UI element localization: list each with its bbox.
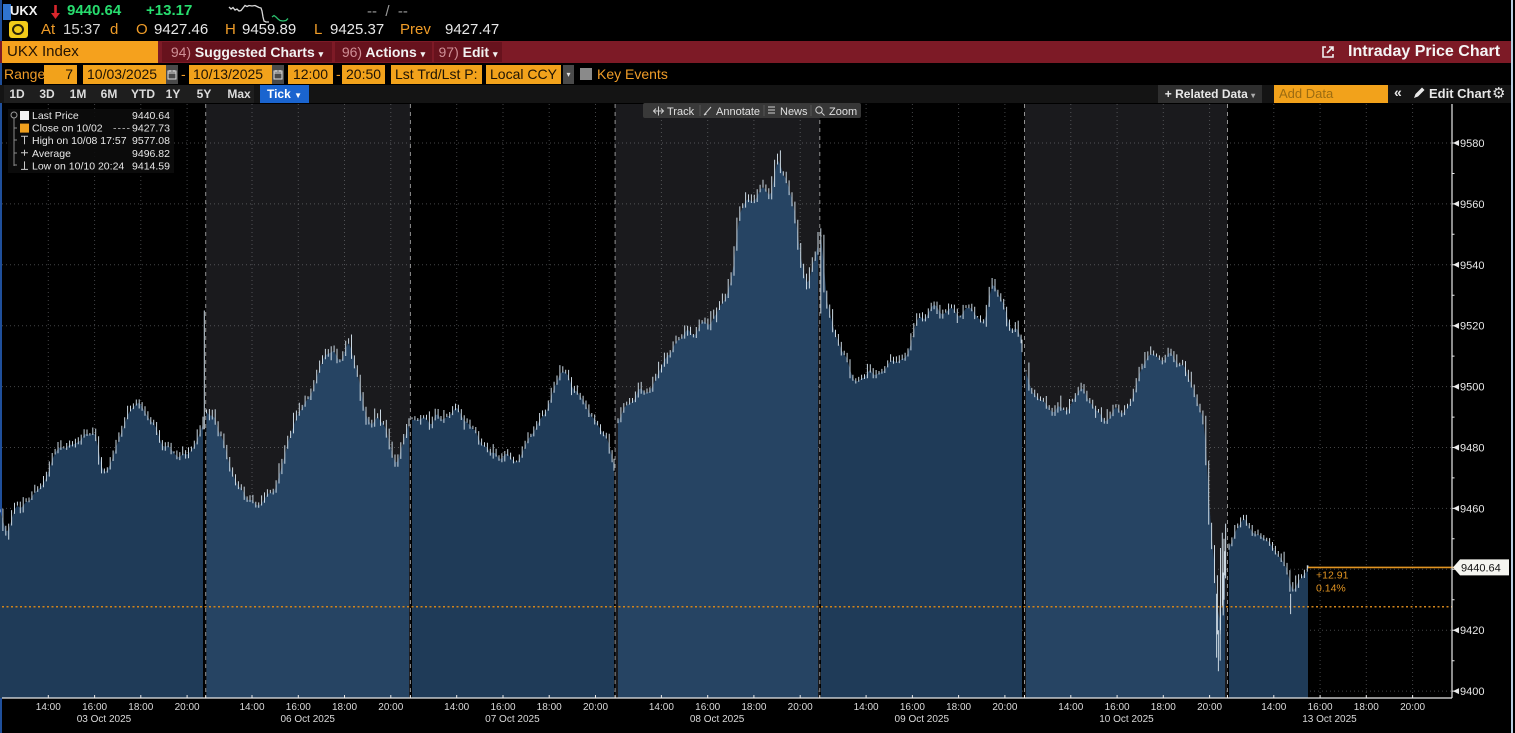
svg-text:20:00: 20:00 xyxy=(1400,702,1425,713)
svg-text:Annotate: Annotate xyxy=(716,106,760,118)
svg-text:09 Oct 2025: 09 Oct 2025 xyxy=(895,714,950,725)
svg-text:10 Oct 2025: 10 Oct 2025 xyxy=(1099,714,1154,725)
svg-text:9440.64: 9440.64 xyxy=(132,110,170,122)
svg-text:9420: 9420 xyxy=(1460,625,1484,637)
svg-text:03 Oct 2025: 03 Oct 2025 xyxy=(77,714,132,725)
svg-text:16:00: 16:00 xyxy=(1105,702,1130,713)
svg-text:14:00: 14:00 xyxy=(1058,702,1083,713)
svg-text:0.14%: 0.14% xyxy=(1316,582,1346,594)
svg-text:14:00: 14:00 xyxy=(36,702,61,713)
svg-text:9460: 9460 xyxy=(1460,503,1484,515)
svg-text:News: News xyxy=(780,106,808,118)
svg-text:9480: 9480 xyxy=(1460,443,1484,455)
svg-text:9540: 9540 xyxy=(1460,260,1484,272)
svg-text:14:00: 14:00 xyxy=(444,702,469,713)
svg-text:20:00: 20:00 xyxy=(788,702,813,713)
svg-text:9577.08: 9577.08 xyxy=(132,135,170,147)
svg-text:07 Oct 2025: 07 Oct 2025 xyxy=(485,714,540,725)
svg-text:9400: 9400 xyxy=(1460,686,1484,698)
svg-text:20:00: 20:00 xyxy=(1197,702,1222,713)
svg-text:9500: 9500 xyxy=(1460,382,1484,394)
svg-text:14:00: 14:00 xyxy=(1261,702,1286,713)
svg-text:Average: Average xyxy=(32,148,71,160)
svg-text:20:00: 20:00 xyxy=(378,702,403,713)
svg-text:18:00: 18:00 xyxy=(946,702,971,713)
svg-text:9414.59: 9414.59 xyxy=(132,160,170,172)
svg-text:9520: 9520 xyxy=(1460,321,1484,333)
svg-text:14:00: 14:00 xyxy=(649,702,674,713)
svg-text:18:00: 18:00 xyxy=(1354,702,1379,713)
svg-text:16:00: 16:00 xyxy=(82,702,107,713)
svg-text:16:00: 16:00 xyxy=(1308,702,1333,713)
svg-text:Zoom: Zoom xyxy=(829,106,857,118)
svg-text:18:00: 18:00 xyxy=(1151,702,1176,713)
svg-text:18:00: 18:00 xyxy=(128,702,153,713)
svg-text:9560: 9560 xyxy=(1460,199,1484,211)
svg-text:16:00: 16:00 xyxy=(900,702,925,713)
svg-text:+12.91: +12.91 xyxy=(1316,569,1349,581)
svg-text:Close on 10/02: Close on 10/02 xyxy=(32,123,103,135)
svg-text:14:00: 14:00 xyxy=(854,702,879,713)
svg-text:18:00: 18:00 xyxy=(537,702,562,713)
svg-text:9580: 9580 xyxy=(1460,138,1484,150)
svg-text:Low on 10/10 20:24: Low on 10/10 20:24 xyxy=(32,160,124,172)
svg-text:High on 10/08 17:57: High on 10/08 17:57 xyxy=(32,135,127,147)
svg-text:13 Oct 2025: 13 Oct 2025 xyxy=(1302,714,1357,725)
svg-text:06 Oct 2025: 06 Oct 2025 xyxy=(280,714,335,725)
svg-text:14:00: 14:00 xyxy=(239,702,264,713)
svg-text:9427.73: 9427.73 xyxy=(132,123,170,135)
svg-text:Track: Track xyxy=(667,106,695,118)
svg-text:9440.64: 9440.64 xyxy=(1461,562,1501,574)
svg-text:18:00: 18:00 xyxy=(332,702,357,713)
svg-text:----: ---- xyxy=(113,123,131,135)
svg-text:20:00: 20:00 xyxy=(175,702,200,713)
svg-text:18:00: 18:00 xyxy=(741,702,766,713)
svg-text:16:00: 16:00 xyxy=(490,702,515,713)
svg-text:9496.82: 9496.82 xyxy=(132,148,170,160)
svg-text:16:00: 16:00 xyxy=(286,702,311,713)
svg-text:20:00: 20:00 xyxy=(583,702,608,713)
svg-text:08 Oct 2025: 08 Oct 2025 xyxy=(690,714,745,725)
svg-text:16:00: 16:00 xyxy=(695,702,720,713)
svg-text:Last Price: Last Price xyxy=(32,110,79,122)
svg-text:20:00: 20:00 xyxy=(992,702,1017,713)
